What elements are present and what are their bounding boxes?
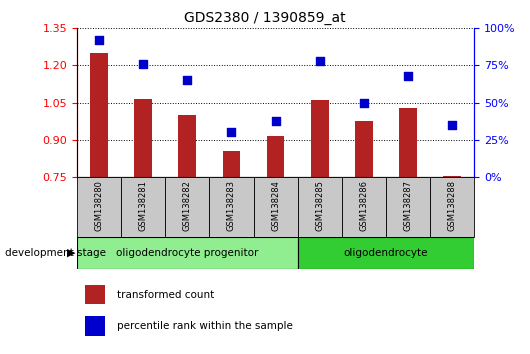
Bar: [121, 177, 165, 237]
Text: ▶: ▶: [67, 248, 76, 258]
Text: oligodendrocyte: oligodendrocyte: [344, 248, 428, 258]
Text: GSM138280: GSM138280: [94, 180, 103, 231]
Text: percentile rank within the sample: percentile rank within the sample: [117, 321, 293, 331]
Bar: [253, 177, 298, 237]
Point: [139, 61, 147, 67]
Bar: [77, 177, 121, 237]
Bar: [77, 237, 298, 269]
Bar: [85, 285, 105, 304]
Bar: [342, 177, 386, 237]
Bar: [399, 108, 417, 177]
Point: [360, 100, 368, 105]
Text: GSM138281: GSM138281: [139, 180, 147, 231]
Bar: [386, 177, 430, 237]
Bar: [267, 136, 285, 177]
Bar: [165, 177, 209, 237]
Text: GSM138287: GSM138287: [404, 180, 412, 231]
Bar: [90, 53, 108, 177]
Text: GSM138286: GSM138286: [359, 180, 368, 231]
Text: GSM138283: GSM138283: [227, 180, 236, 231]
Text: transformed count: transformed count: [117, 290, 214, 299]
Bar: [223, 151, 240, 177]
Text: GSM138285: GSM138285: [315, 180, 324, 231]
Bar: [298, 177, 342, 237]
Point: [448, 122, 456, 128]
Text: development stage: development stage: [5, 248, 107, 258]
Point: [95, 38, 103, 43]
Point: [271, 118, 280, 123]
Text: GDS2380 / 1390859_at: GDS2380 / 1390859_at: [184, 11, 346, 25]
Text: oligodendrocyte progenitor: oligodendrocyte progenitor: [116, 248, 259, 258]
Text: GSM138288: GSM138288: [448, 180, 457, 231]
Bar: [179, 115, 196, 177]
Bar: [444, 176, 461, 177]
Point: [227, 130, 236, 135]
Bar: [298, 237, 474, 269]
Point: [315, 58, 324, 64]
Text: GSM138282: GSM138282: [183, 180, 192, 231]
Bar: [85, 316, 105, 336]
Bar: [134, 99, 152, 177]
Bar: [430, 177, 474, 237]
Point: [183, 78, 191, 83]
Bar: [209, 177, 253, 237]
Bar: [355, 121, 373, 177]
Text: GSM138284: GSM138284: [271, 180, 280, 231]
Point: [404, 73, 412, 79]
Bar: [311, 100, 329, 177]
